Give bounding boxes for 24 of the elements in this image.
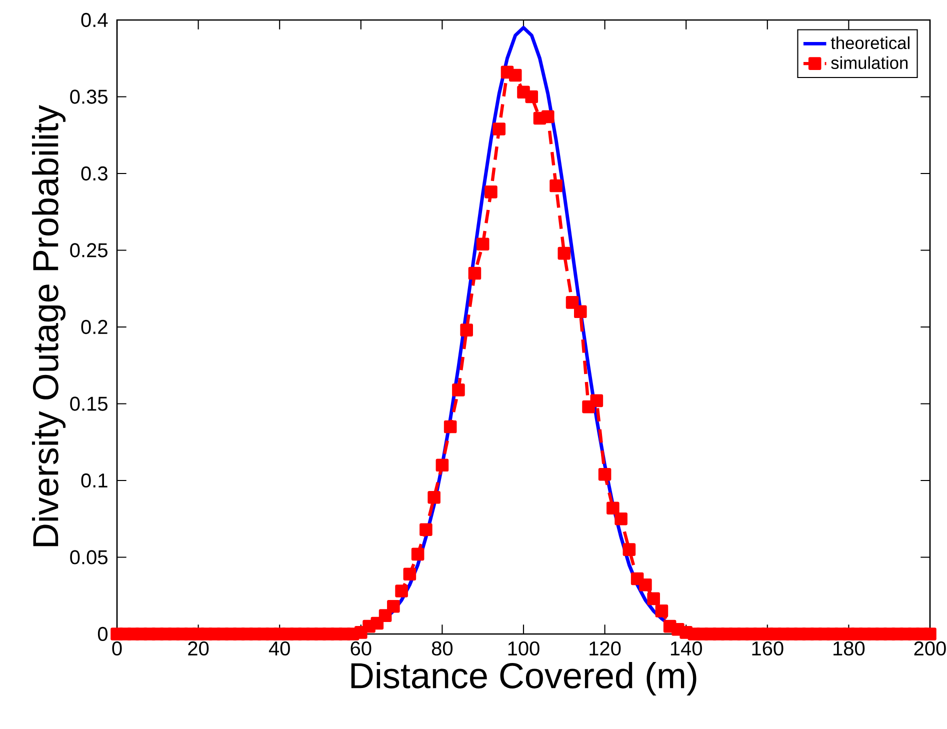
- y-tick-label: 0.3: [81, 166, 108, 181]
- y-tick-label: 0.05: [70, 550, 108, 564]
- x-axis-title: Distance Covered (m): [351, 662, 696, 696]
- x-tick-label: 60: [350, 641, 372, 656]
- x-tick-label: 100: [508, 641, 540, 656]
- x-tick-label: 120: [590, 641, 621, 656]
- y-tick-label: 0: [98, 626, 108, 642]
- y-tick-label: 0.1: [81, 473, 108, 488]
- y-tick-label: 0.4: [81, 12, 108, 28]
- y-tick-label: 0.25: [70, 243, 108, 258]
- x-tick-label: 200: [914, 641, 946, 656]
- x-tick-label: 0: [112, 641, 122, 656]
- x-tick-label: 160: [752, 641, 784, 656]
- y-tick-label: 0.15: [70, 396, 108, 411]
- x-tick-label: 40: [268, 641, 290, 656]
- x-tick-label: 180: [834, 641, 865, 656]
- y-tick-label: 0.2: [81, 320, 108, 334]
- legend-label: theoretical: [830, 36, 910, 50]
- x-tick-label: 140: [670, 641, 702, 656]
- x-tick-label: 80: [432, 641, 453, 656]
- x-tick-label: 20: [188, 641, 209, 656]
- legend-label: simulation: [831, 56, 908, 70]
- y-axis-title: Diversity Outage Probability: [32, 105, 66, 546]
- y-tick-label: 0.35: [70, 90, 108, 104]
